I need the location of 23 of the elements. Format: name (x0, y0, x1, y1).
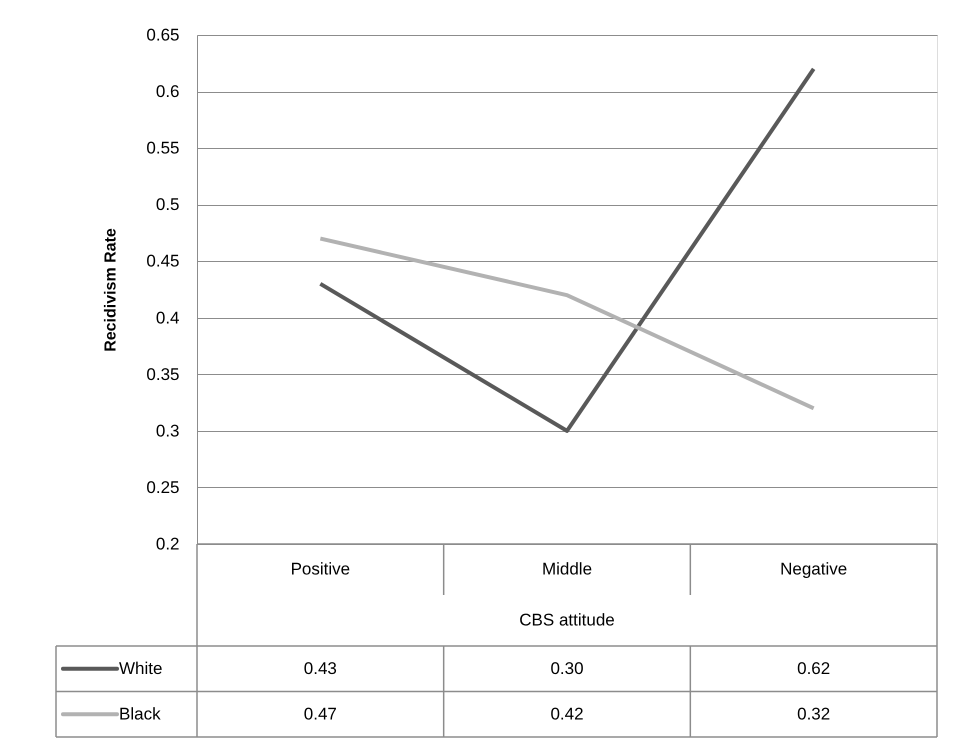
legend-label: White (119, 658, 162, 678)
x-axis-title: CBS attitude (519, 610, 615, 630)
data-label: 0.32 (797, 704, 830, 724)
x-tick-label: Negative (780, 560, 848, 578)
data-label: 0.42 (550, 704, 584, 724)
data-label: 0.62 (797, 658, 830, 678)
y-tick-label: 0.6 (156, 82, 180, 102)
y-tick-label: 0.3 (156, 421, 180, 440)
legend-label: Black (119, 704, 162, 724)
y-axis-title: Recidivism Rate (102, 228, 120, 352)
data-label: 0.30 (550, 658, 584, 678)
data-label: 0.47 (304, 704, 337, 724)
data-label: 0.43 (304, 658, 337, 678)
y-tick-label: 0.55 (146, 138, 180, 158)
y-tick-label: 0.5 (156, 195, 180, 214)
y-tick-label: 0.35 (146, 364, 180, 384)
y-tick-label: 0.45 (146, 252, 180, 271)
x-tick-label: Middle (542, 560, 592, 578)
x-tick-label: Positive (290, 560, 350, 578)
y-tick-label: 0.25 (146, 478, 180, 497)
y-tick-label: 0.4 (156, 308, 180, 328)
y-tick-label: 0.2 (156, 534, 180, 554)
y-tick-label: 0.65 (146, 26, 180, 44)
